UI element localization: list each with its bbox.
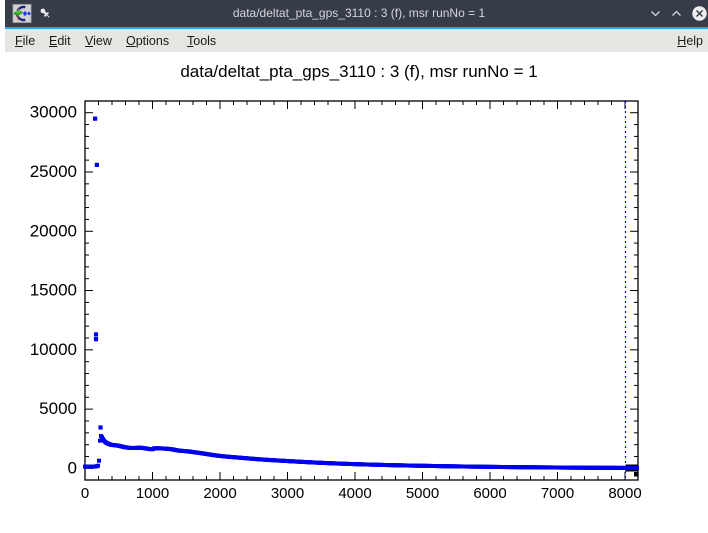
svg-text:5000: 5000 (39, 399, 77, 418)
svg-text:0: 0 (68, 458, 77, 477)
svg-text:8000: 8000 (608, 485, 641, 502)
svg-text:15000: 15000 (30, 281, 77, 300)
svg-text:30000: 30000 (30, 103, 77, 122)
svg-text:3000: 3000 (271, 485, 304, 502)
svg-text:5000: 5000 (406, 485, 439, 502)
svg-text:6000: 6000 (473, 485, 506, 502)
svg-text:4000: 4000 (338, 485, 371, 502)
svg-text:0: 0 (81, 485, 89, 502)
svg-text:7000: 7000 (541, 485, 574, 502)
svg-text:10000: 10000 (30, 340, 77, 359)
svg-text:2000: 2000 (203, 485, 236, 502)
svg-text:20000: 20000 (30, 221, 77, 240)
svg-text:25000: 25000 (30, 162, 77, 181)
svg-text:1000: 1000 (136, 485, 169, 502)
